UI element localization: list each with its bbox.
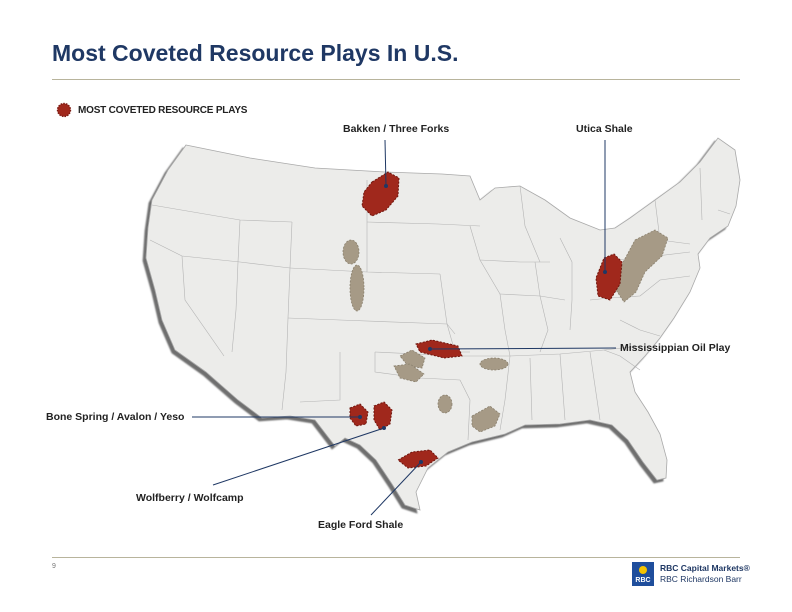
leader-lines bbox=[192, 139, 617, 516]
coveted-play-swatch bbox=[56, 102, 72, 118]
page-title: Most Coveted Resource Plays In U.S. bbox=[52, 40, 459, 66]
bakken-label: Bakken / Three Forks bbox=[343, 123, 450, 135]
wolfberry-label: Wolfberry / Wolfcamp bbox=[136, 492, 244, 504]
bone-spring-label: Bone Spring / Avalon / Yeso bbox=[46, 411, 185, 423]
mississippian-label: Mississippian Oil Play bbox=[620, 342, 731, 354]
eagle-ford-label: Eagle Ford Shale bbox=[318, 519, 404, 531]
bone-spring-play-area bbox=[349, 403, 369, 427]
logo-line-1: RBC Capital Markets® bbox=[660, 563, 750, 573]
map-legend: MOST COVETED RESOURCE PLAYS bbox=[56, 102, 247, 118]
leader-points bbox=[358, 184, 607, 464]
utica-play-area bbox=[595, 253, 623, 301]
rbc-logo: RBC RBC Capital Markets® RBC Richardson … bbox=[632, 562, 750, 586]
rbc-shield-icon: RBC bbox=[632, 562, 654, 586]
footer-divider bbox=[52, 557, 740, 558]
wolfberry-play-area bbox=[373, 401, 393, 431]
other-plays bbox=[342, 229, 669, 433]
utica-label: Utica Shale bbox=[576, 123, 633, 135]
page-number: 9 bbox=[52, 563, 56, 570]
bakken-play-area bbox=[361, 171, 400, 217]
state-boundaries bbox=[149, 167, 731, 441]
title-divider bbox=[52, 79, 740, 80]
logo-line-2: RBC Richardson Barr bbox=[660, 574, 742, 584]
rbc-emblem-text: RBC bbox=[635, 577, 650, 584]
legend-label: MOST COVETED RESOURCE PLAYS bbox=[78, 104, 248, 116]
coveted-plays bbox=[349, 171, 623, 469]
eagle-ford-play-area bbox=[397, 449, 439, 469]
